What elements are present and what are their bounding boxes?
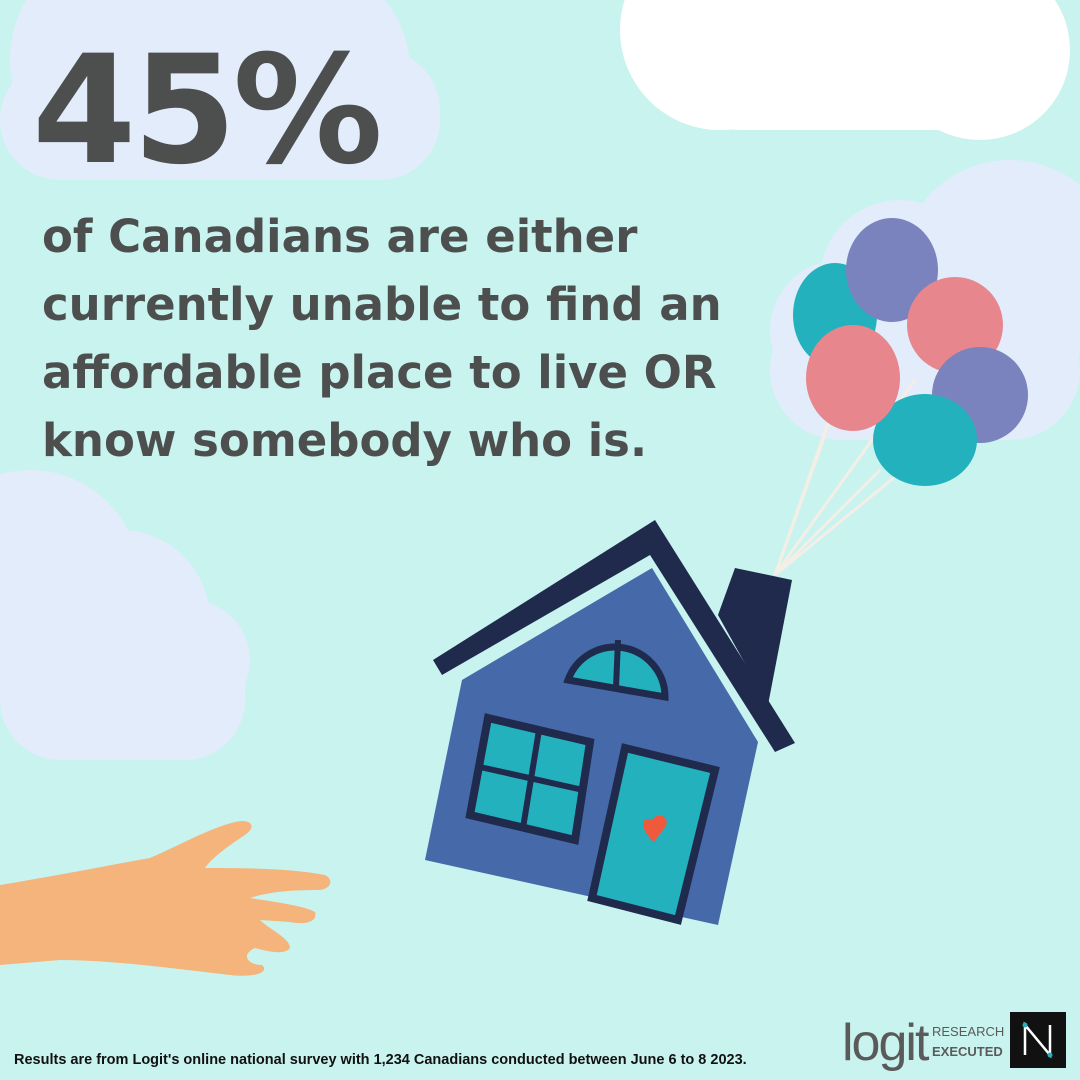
logo-tagline: EXECUTED: [932, 1044, 1003, 1059]
house: [425, 520, 795, 925]
n-logo: [1010, 1012, 1066, 1068]
headline-line: currently unable to find an: [42, 278, 722, 331]
cloud-left: [0, 470, 250, 760]
logit-logo: logit: [842, 1014, 930, 1072]
footnote: Results are from Logit's online national…: [14, 1052, 747, 1068]
headline-line: know somebody who is.: [42, 414, 647, 467]
logo-tagline: RESEARCH: [932, 1024, 1004, 1039]
headline-line: affordable place to live OR: [42, 346, 717, 399]
balloons: [793, 218, 1028, 486]
hand: [0, 820, 331, 976]
headline-line: of Canadians are either: [42, 210, 638, 263]
headline-stat: 45%: [32, 24, 379, 198]
cloud-top-left: [0, 0, 440, 180]
cloud-top-right: [620, 0, 1070, 140]
